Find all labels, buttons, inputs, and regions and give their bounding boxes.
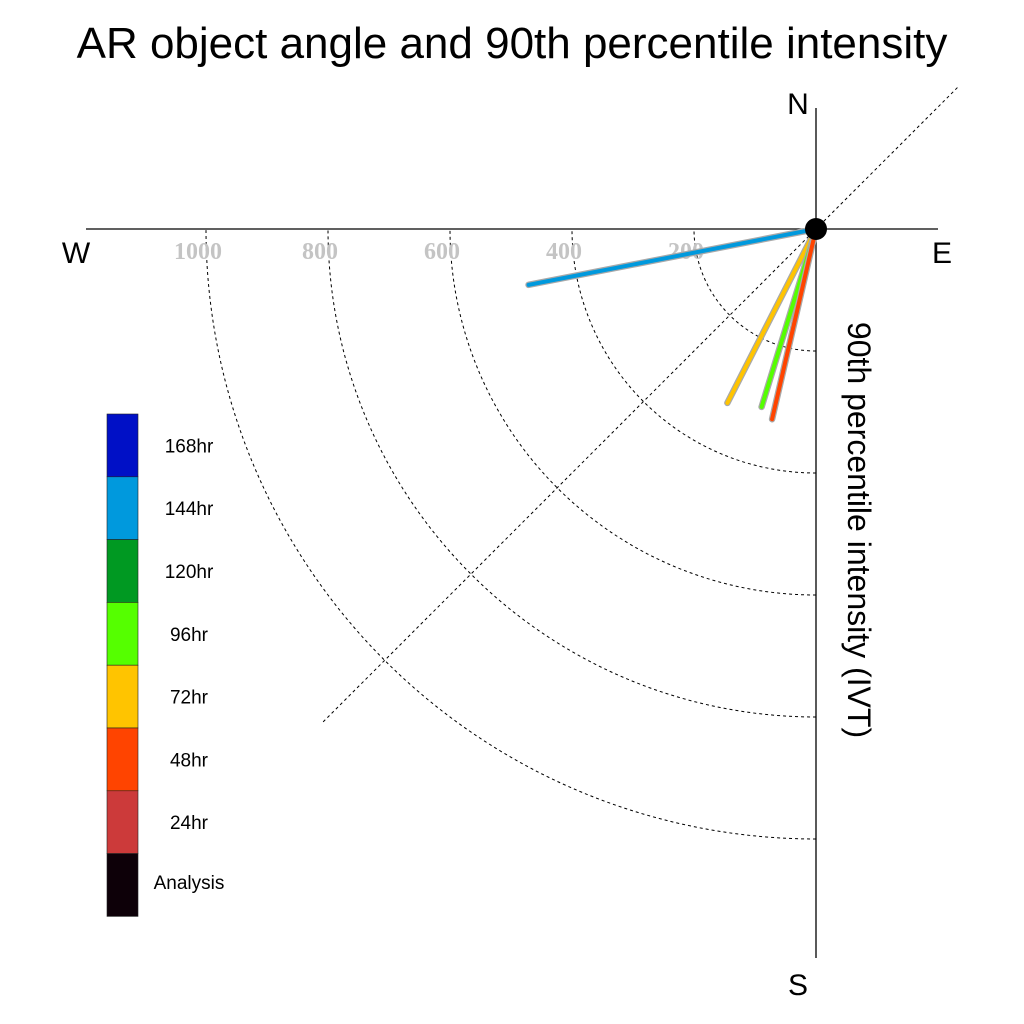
- legend-swatch-3: [106, 602, 139, 666]
- legend-label-7: Analysis: [154, 873, 225, 894]
- ring-1: [571, 228, 817, 474]
- legend-swatch-1: [106, 476, 139, 540]
- chart-title: AR object angle and 90th percentile inte…: [77, 19, 948, 68]
- compass-north-label: N: [787, 88, 809, 121]
- compass-east-label: E: [932, 237, 952, 270]
- intensity-axis-title: 90th percentile intensity (IVT): [841, 322, 877, 738]
- legend-label-1: 144hr: [165, 499, 214, 520]
- ring-3: [327, 228, 817, 718]
- radial-tick-label-1: 400: [546, 239, 582, 265]
- compass-west-label: W: [62, 237, 91, 270]
- legend-label-4: 72hr: [170, 688, 209, 709]
- diagonal-guide: [320, 87, 958, 725]
- legend-swatch-4: [106, 664, 139, 729]
- radial-tick-label-4: 1000: [174, 239, 222, 265]
- vector-line-3: [770, 227, 818, 422]
- ring-2: [449, 228, 817, 596]
- vector-line-1: [725, 227, 818, 405]
- intensity-vectors: [525, 225, 820, 423]
- legend-label-6: 24hr: [170, 813, 209, 834]
- vector-72hr: [724, 225, 820, 407]
- vector-144hr: [525, 225, 820, 289]
- legend-label-3: 96hr: [170, 625, 209, 646]
- radial-tick-label-3: 800: [302, 239, 338, 265]
- origin-marker: [805, 218, 827, 240]
- legend: 168hr 144hr 120hr 96hr 72hr 48hr 24hr Analysis: [106, 413, 225, 917]
- vector-line-0: [526, 227, 818, 287]
- legend-swatch-5: [106, 727, 139, 792]
- legend-swatch-7: [106, 853, 139, 917]
- vector-48hr: [768, 225, 820, 423]
- legend-swatch-6: [106, 790, 139, 854]
- legend-label-0: 168hr: [165, 436, 214, 457]
- legend-swatch-0: [106, 413, 139, 478]
- compass-south-label: S: [788, 969, 808, 1002]
- legend-swatch-2: [106, 539, 139, 603]
- radial-tick-labels: 2004006008001000: [174, 239, 704, 265]
- legend-label-2: 120hr: [165, 562, 214, 583]
- ring-4: [205, 228, 817, 840]
- legend-label-5: 48hr: [170, 750, 209, 771]
- radial-tick-label-2: 600: [424, 239, 460, 265]
